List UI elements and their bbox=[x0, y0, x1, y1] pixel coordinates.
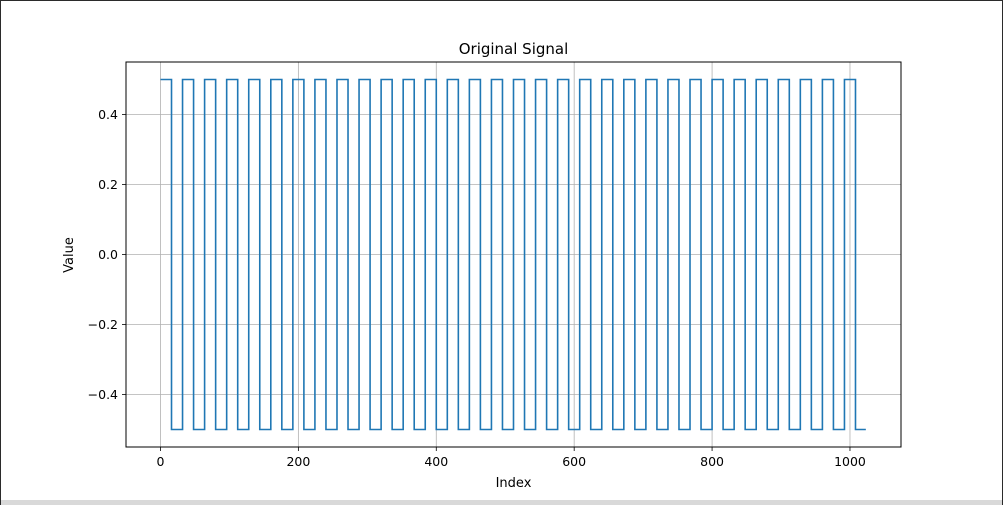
y-tick-label: 0.4 bbox=[98, 107, 118, 122]
x-tick-label: 200 bbox=[286, 454, 310, 469]
y-axis-label: Value bbox=[62, 237, 77, 273]
x-tick-label: 400 bbox=[424, 454, 448, 469]
x-tick-label: 1000 bbox=[834, 454, 866, 469]
x-axis: 0 200 400 600 800 1000 bbox=[156, 447, 866, 469]
series-group bbox=[160, 78, 866, 431]
y-tick-label: 0.2 bbox=[98, 177, 118, 192]
y-tick-label: 0.0 bbox=[98, 247, 118, 262]
signal-line bbox=[160, 78, 866, 431]
x-tick-label: 600 bbox=[562, 454, 586, 469]
x-tick-label: 800 bbox=[700, 454, 724, 469]
y-tick-label: −0.2 bbox=[88, 317, 118, 332]
y-tick-label: −0.4 bbox=[88, 387, 118, 402]
x-axis-label: Index bbox=[496, 476, 532, 491]
bottom-scroll-strip bbox=[1, 500, 1002, 505]
y-axis: −0.4 −0.2 0.0 0.2 0.4 bbox=[88, 107, 126, 402]
chart-title: Original Signal bbox=[459, 40, 569, 58]
x-tick-label: 0 bbox=[156, 454, 164, 469]
